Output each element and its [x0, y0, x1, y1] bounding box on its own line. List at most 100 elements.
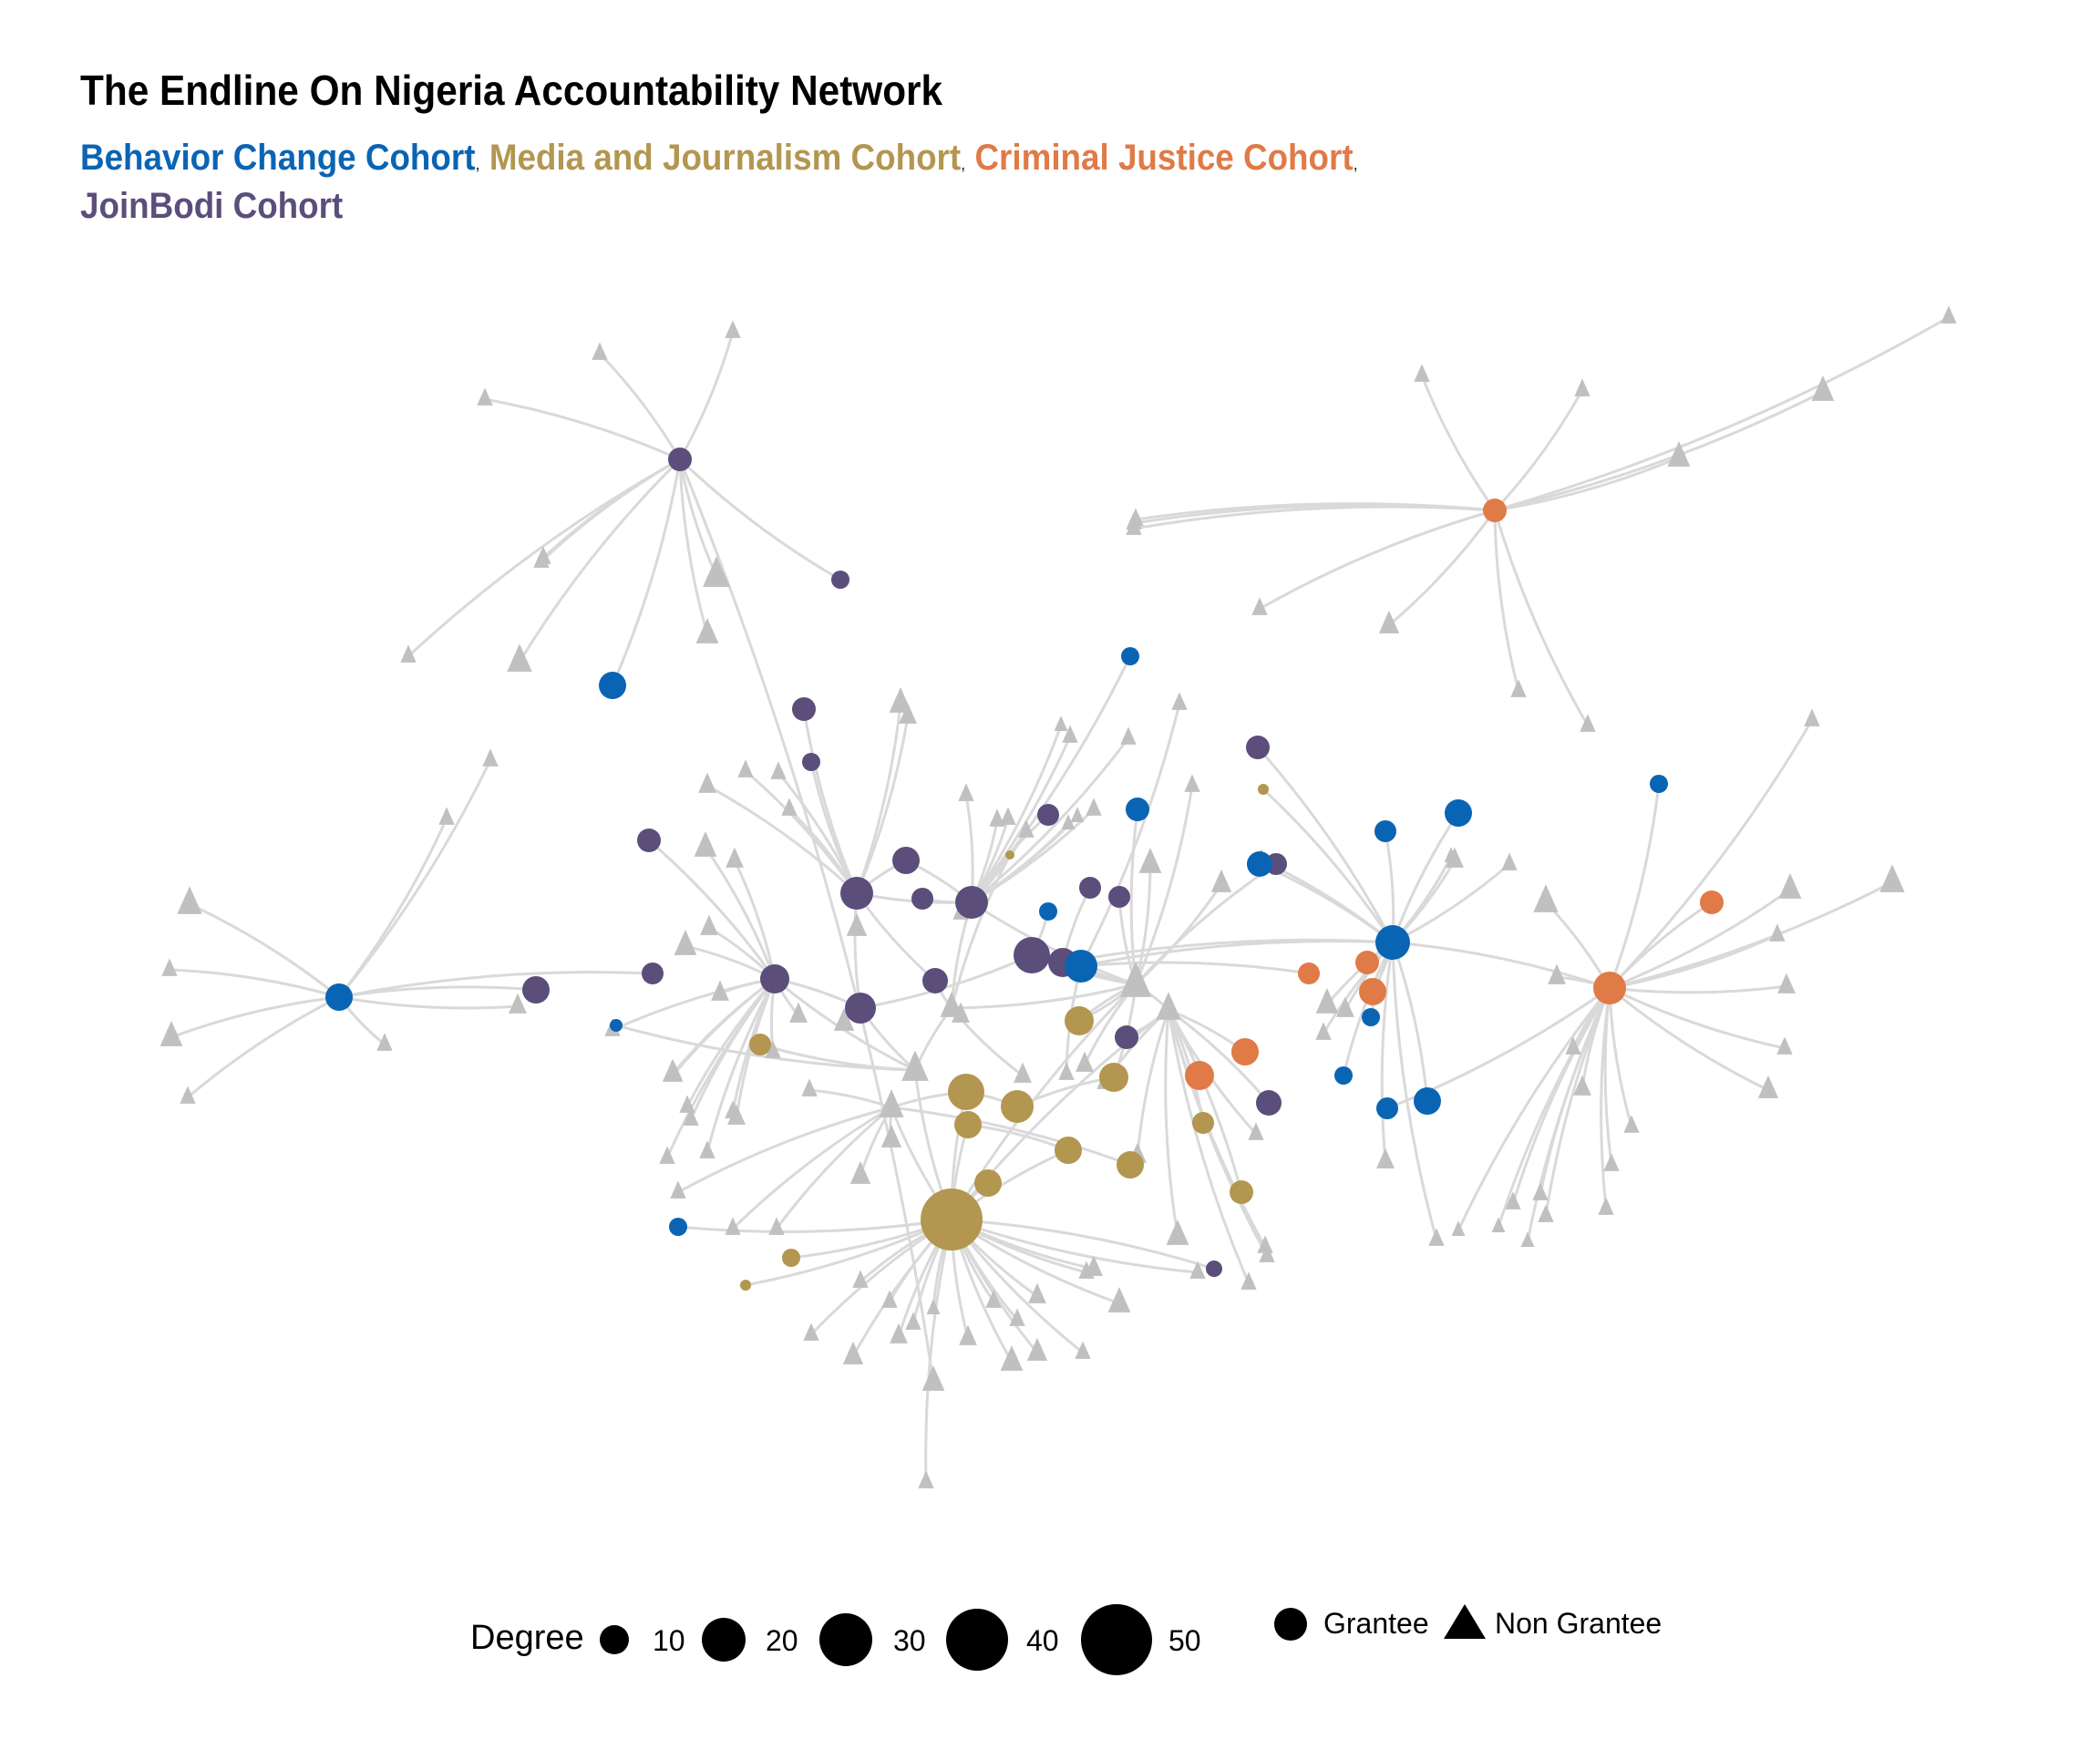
network-edge	[1494, 390, 1824, 512]
grantee-node	[1065, 1006, 1094, 1035]
grantee-node	[1334, 1066, 1353, 1085]
grantee-node	[782, 1249, 800, 1267]
non-grantee-node	[592, 342, 608, 360]
non-grantee-node	[1414, 364, 1430, 382]
non-grantee-node	[376, 1033, 393, 1051]
network-edge	[1133, 505, 1496, 530]
network-edge	[665, 978, 777, 1158]
grantee-node	[1117, 1151, 1144, 1179]
grantee-node	[599, 672, 626, 699]
grantee-node	[1256, 1090, 1282, 1116]
network-edges	[169, 315, 1950, 1483]
grantee-node	[1258, 784, 1269, 795]
network-edge	[777, 772, 859, 894]
network-edge	[890, 1106, 1131, 1167]
grantee-node	[760, 964, 789, 993]
network-edge	[1609, 986, 1786, 1050]
cohort-media-journalism: Media and Journalism Cohort	[489, 138, 962, 178]
non-grantee-node	[1510, 679, 1527, 697]
non-grantee-node	[1018, 819, 1035, 838]
non-grantee-node	[1076, 1051, 1094, 1072]
network-edge	[187, 995, 340, 1099]
non-grantee-node	[1879, 864, 1905, 892]
non-grantee-node	[1054, 715, 1068, 731]
grantee-node	[1108, 886, 1130, 908]
grantee-node	[669, 1218, 687, 1236]
network-edge	[802, 708, 859, 894]
grantee-node	[1414, 1087, 1441, 1115]
network-edge	[759, 1043, 916, 1072]
non-grantee-node	[725, 1100, 741, 1118]
network-edge	[1493, 510, 1590, 726]
network-edge	[1259, 862, 1394, 944]
network-edge	[611, 458, 682, 686]
non-grantee-node	[177, 886, 202, 914]
network-edge	[967, 1123, 1069, 1152]
non-grantee-node	[926, 1299, 941, 1314]
network-edge	[1136, 1009, 1170, 1157]
non-grantee-node	[1776, 1036, 1793, 1055]
non-grantee-node	[1428, 1228, 1445, 1246]
non-grantee-node	[1376, 1148, 1395, 1168]
grantee-node	[642, 962, 664, 984]
non-grantee-node	[695, 618, 719, 643]
non-grantee-node	[1061, 814, 1076, 829]
non-grantee-node	[1315, 988, 1339, 1014]
non-grantee-node	[1184, 774, 1200, 792]
network-edge	[678, 458, 718, 577]
network-edge	[913, 1007, 953, 1071]
non-grantee-node	[1603, 1153, 1620, 1171]
grantee-node	[1001, 1090, 1034, 1123]
non-grantee-node	[1259, 1244, 1275, 1262]
network-edge	[678, 458, 709, 635]
non-grantee-node	[1565, 1036, 1581, 1055]
network-edge	[673, 977, 776, 1075]
network-edge	[1380, 942, 1395, 1162]
grantee-node	[1375, 925, 1410, 960]
non-grantee-node	[852, 1270, 869, 1288]
network-edge	[170, 995, 340, 1039]
non-grantee-node	[1573, 1075, 1591, 1096]
non-grantee-node	[1548, 963, 1566, 984]
network-edge	[1256, 746, 1395, 943]
network-edge	[971, 737, 1130, 904]
non-grantee-node	[1028, 1282, 1046, 1303]
network-edge	[648, 839, 777, 980]
network-edge	[189, 902, 340, 999]
network-edge	[950, 983, 1138, 1220]
grantee-node	[749, 1034, 771, 1055]
non-grantee-node	[1126, 517, 1142, 535]
grantee-node	[1065, 950, 1097, 983]
network-edge	[1457, 987, 1611, 1231]
network-edge	[1167, 1009, 1251, 1284]
grantee-node	[610, 1019, 623, 1032]
network-edge	[808, 1088, 892, 1109]
network-nodes	[160, 305, 1957, 1488]
network-edge	[1391, 942, 1438, 1240]
non-grantee-node	[1009, 1308, 1025, 1326]
non-grantee-node	[890, 1323, 908, 1343]
grantee-node	[954, 1111, 982, 1138]
network-edge	[1134, 883, 1223, 986]
network-edge	[950, 854, 1012, 1009]
non-grantee-node	[1491, 1217, 1506, 1232]
non-grantee-node	[789, 1002, 808, 1023]
network-edge	[704, 847, 777, 980]
network-edge	[1600, 987, 1611, 1210]
non-grantee-node	[160, 1021, 183, 1046]
network-edge	[970, 655, 1132, 903]
grantee-node	[840, 877, 873, 910]
network-edge	[1609, 888, 1791, 990]
grantee-node	[1374, 820, 1396, 842]
network-edge	[1493, 510, 1520, 692]
grantee-node	[740, 1280, 751, 1291]
non-grantee-node	[400, 644, 417, 663]
network-edge	[1134, 785, 1194, 985]
non-grantee-node	[1189, 1261, 1206, 1279]
cohort-criminal-justice: Criminal Justice Cohort	[974, 138, 1354, 178]
non-grantee-node	[1058, 1062, 1075, 1080]
network-edge	[731, 1106, 892, 1230]
non-grantee-node	[533, 550, 550, 568]
non-grantee-node	[918, 1470, 934, 1488]
network-edge	[1079, 703, 1181, 967]
